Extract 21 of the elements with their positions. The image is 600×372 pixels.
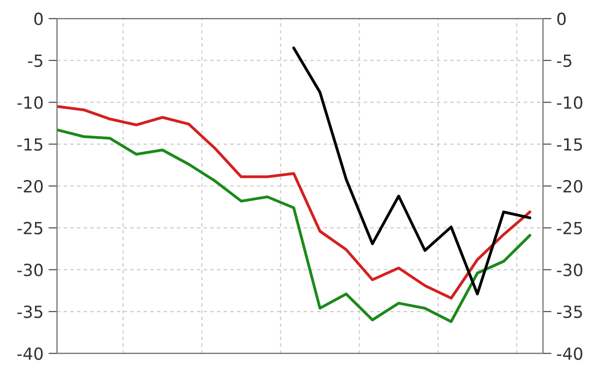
y-tick-label: -15: [17, 138, 42, 151]
y-tick-label: -20: [17, 180, 43, 193]
line-series: [57, 128, 532, 323]
y2-tick-label: -40: [557, 347, 582, 360]
y-tick-label: -5: [28, 54, 42, 68]
line-series: [292, 46, 532, 296]
y-tick-label: -35: [17, 306, 42, 318]
y2-tick-label: 0: [557, 12, 566, 26]
y-tick-label: -30: [17, 264, 43, 276]
y2-tick-label: -25: [557, 222, 582, 234]
y2-tick-label: -10: [557, 96, 582, 109]
y2-tick-label: -20: [557, 180, 582, 193]
y-tick-label: -40: [17, 347, 43, 360]
y2-tick-label: -5: [557, 54, 572, 68]
y-tick-label: 0: [34, 12, 43, 26]
y2-tick-label: -35: [557, 306, 582, 318]
y-tick-label: -25: [17, 222, 42, 234]
y2-tick-label: -15: [557, 138, 582, 151]
y-tick-label: -10: [17, 96, 43, 109]
y2-tick-label: -30: [557, 264, 582, 276]
line-series: [57, 105, 532, 300]
